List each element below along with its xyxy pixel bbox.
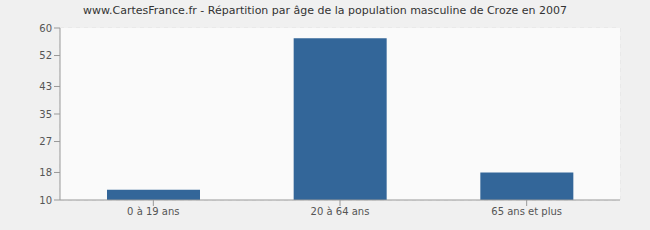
svg-text:35: 35 <box>39 109 52 120</box>
svg-text:65 ans et plus: 65 ans et plus <box>491 206 562 217</box>
svg-text:0 à 19 ans: 0 à 19 ans <box>127 206 179 217</box>
html-text:www.CartesFrance.fr - Répartit: www.CartesFrance.fr - Répartition par âg… <box>83 4 567 17</box>
svg-text:52: 52 <box>39 50 52 61</box>
svg-text:20 à 64 ans: 20 à 64 ans <box>311 206 370 217</box>
svg-text:43: 43 <box>39 81 52 92</box>
svg-text:10: 10 <box>39 195 52 206</box>
svg-text:60: 60 <box>39 23 52 34</box>
svg-text:27: 27 <box>39 136 52 147</box>
svg-text:18: 18 <box>39 167 52 178</box>
